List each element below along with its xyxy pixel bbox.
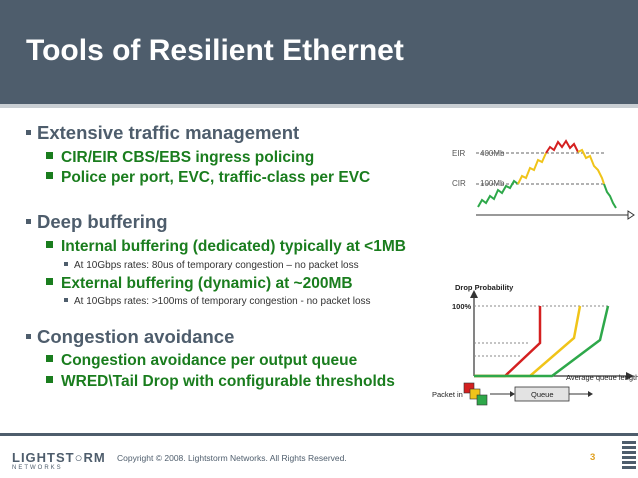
wred-title: Drop Probability	[455, 283, 514, 292]
bullet-square-icon	[46, 355, 53, 363]
eir-label: EIR	[452, 149, 466, 158]
bullet-traffic-management: Extensive traffic management	[26, 122, 299, 144]
note-external-buffering: At 10Gbps rates: >100ms of temporary con…	[64, 296, 371, 307]
bullet-text: Police per port, EVC, traffic-class per …	[61, 169, 371, 186]
copyright-text: Copyright © 2008. Lightstorm Networks. A…	[117, 453, 347, 463]
wred-x-arrow	[626, 372, 634, 380]
wred-red-profile	[474, 306, 542, 378]
bullet-square-icon	[64, 262, 68, 267]
wred-green-profile	[474, 305, 610, 378]
queue-out-arrowhead	[588, 391, 593, 397]
company-logo: LIGHTST○RM NETWORKS	[12, 450, 106, 471]
bullet-square-icon	[46, 152, 53, 160]
traffic-curve-green-rise	[477, 179, 519, 208]
subbullet-police-per-port: Police per port, EVC, traffic-class per …	[46, 169, 370, 187]
subbullet-per-output-queue: Congestion avoidance per output queue	[46, 352, 357, 370]
footer-divider	[0, 433, 638, 436]
rate-x-arrow	[627, 210, 635, 220]
bullet-text: At 10Gbps rates: 80us of temporary conge…	[74, 260, 359, 271]
bullet-text: External buffering (dynamic) at ~200MB	[61, 275, 353, 292]
bullet-square-icon	[26, 218, 31, 224]
wred-x-label: Average queue length	[566, 373, 638, 382]
bullet-square-icon	[26, 333, 31, 339]
queue-label: Queue	[531, 390, 554, 399]
cir-value: 100Mb	[480, 179, 505, 188]
bullet-square-icon	[46, 172, 53, 180]
traffic-curve-yellow-fall	[577, 148, 605, 185]
subbullet-internal-buffering: Internal buffering (dedicated) typically…	[46, 238, 406, 256]
bullet-text: CIR/EIR CBS/EBS ingress policing	[61, 149, 315, 166]
logo-subtitle: NETWORKS	[12, 465, 63, 471]
menu-bars-icon	[622, 441, 636, 471]
bullet-text: Congestion avoidance	[37, 326, 235, 347]
title-bar: Tools of Resilient Ethernet	[0, 0, 638, 104]
slide-title: Tools of Resilient Ethernet	[26, 34, 404, 67]
packet-red-icon	[463, 382, 475, 394]
bullet-text: Deep buffering	[37, 211, 168, 232]
bullet-text: Internal buffering (dedicated) typically…	[61, 238, 406, 255]
traffic-curve-red-peak	[545, 139, 579, 154]
bullet-square-icon	[46, 376, 53, 384]
packet-flow-arrowhead	[510, 391, 515, 397]
bullet-text: Extensive traffic management	[37, 122, 300, 143]
traffic-curve-green-fall	[603, 183, 617, 209]
bullet-text: Congestion avoidance per output queue	[61, 352, 358, 369]
title-divider	[0, 104, 638, 108]
wred-y-max-label: 100%	[452, 302, 472, 311]
packet-in-label: Packet in	[432, 390, 463, 399]
subbullet-external-buffering: External buffering (dynamic) at ~200MB	[46, 275, 353, 293]
subbullet-wred: WRED\Tail Drop with configurable thresho…	[46, 373, 395, 391]
bullet-text: At 10Gbps rates: >100ms of temporary con…	[74, 296, 371, 307]
subbullet-ingress-policing: CIR/EIR CBS/EBS ingress policing	[46, 149, 314, 167]
bullet-deep-buffering: Deep buffering	[26, 211, 168, 233]
eir-value: 400Mb	[480, 149, 505, 158]
wred-drop-probability-diagram: Drop Probability 100% Average queue leng…	[432, 283, 638, 406]
bullet-square-icon	[64, 298, 68, 303]
note-internal-buffering: At 10Gbps rates: 80us of temporary conge…	[64, 260, 359, 271]
wred-y-arrow	[470, 290, 478, 298]
traffic-curve-yellow-rise	[517, 152, 547, 185]
rate-policing-diagram: EIR 400Mb CIR 100Mb	[452, 139, 635, 220]
cir-label: CIR	[452, 179, 466, 188]
logo-wordmark: LIGHTST○RM	[12, 450, 106, 465]
packet-yellow-icon	[469, 388, 481, 400]
bullet-square-icon	[46, 278, 53, 286]
bullet-square-icon	[46, 241, 53, 249]
bullet-square-icon	[26, 129, 31, 135]
bullet-text: WRED\Tail Drop with configurable thresho…	[61, 373, 395, 390]
packet-green-icon	[476, 394, 488, 406]
page-number: 3	[590, 452, 596, 463]
bullet-congestion-avoidance: Congestion avoidance	[26, 326, 234, 348]
